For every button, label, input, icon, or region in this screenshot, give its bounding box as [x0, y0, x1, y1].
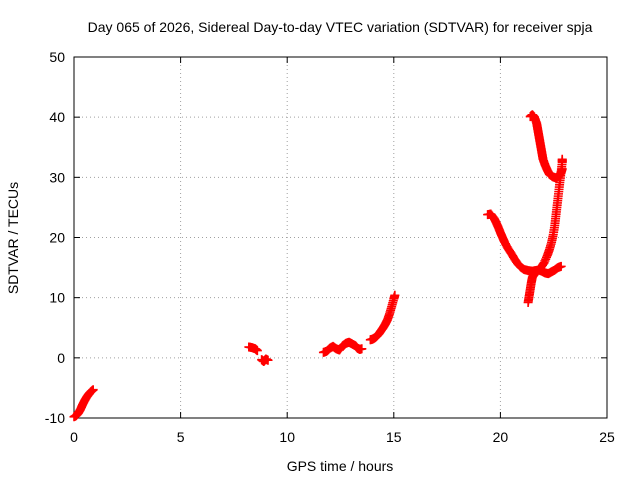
x-tick-label: 10	[279, 429, 295, 445]
y-tick-label: 0	[57, 350, 65, 366]
x-tick-label: 15	[386, 429, 402, 445]
x-tick-label: 0	[70, 429, 78, 445]
data-point-marker	[357, 344, 367, 354]
data-point-marker	[252, 346, 262, 356]
y-tick-label: -10	[45, 410, 65, 426]
y-tick-label: 30	[49, 169, 65, 185]
axis-ticks: 0 5 10 15 20 25 -10 0 10 20 30 40 50	[45, 49, 615, 445]
data-point-marker	[390, 290, 400, 300]
data-point-marker	[557, 154, 567, 164]
data-point-marker	[263, 355, 273, 365]
x-axis-label: GPS time / hours	[287, 458, 394, 474]
y-tick-label: 50	[49, 49, 65, 65]
y-tick-label: 20	[49, 230, 65, 246]
chart-title: Day 065 of 2026, Sidereal Day-to-day VTE…	[88, 19, 593, 35]
x-tick-label: 25	[599, 429, 615, 445]
y-axis-label: SDTVAR / TECUs	[5, 182, 21, 294]
y-tick-label: 10	[49, 290, 65, 306]
grid	[74, 57, 607, 418]
data-point-marker	[556, 261, 566, 271]
x-tick-label: 20	[493, 429, 509, 445]
data-marks	[69, 110, 567, 422]
y-tick-label: 40	[49, 109, 65, 125]
x-tick-label: 5	[177, 429, 185, 445]
data-point-marker	[88, 385, 98, 395]
data-point-marker	[557, 164, 567, 174]
